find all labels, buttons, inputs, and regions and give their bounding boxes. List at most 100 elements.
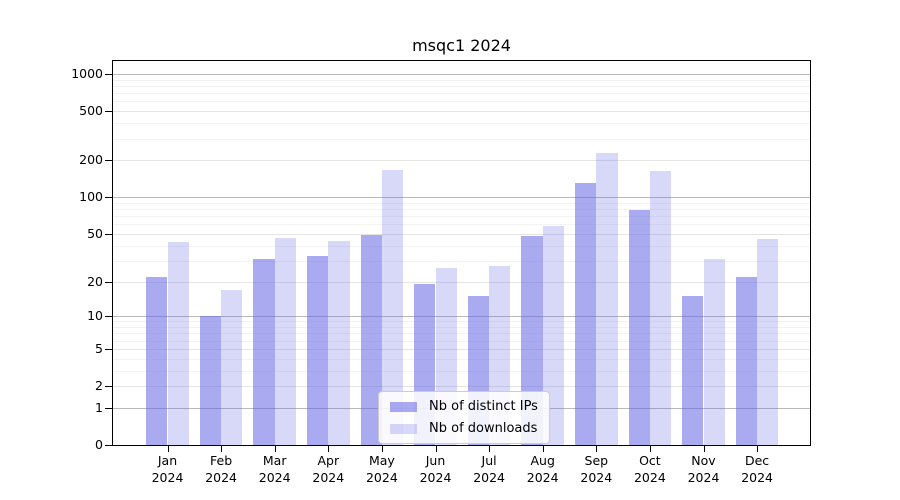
x-tick-month: Sep bbox=[584, 453, 609, 468]
x-tick-year: 2024 bbox=[741, 470, 773, 485]
gridline bbox=[113, 370, 810, 372]
x-tick-month: Dec bbox=[744, 453, 770, 468]
gridline bbox=[113, 93, 810, 95]
x-tick-month: Nov bbox=[691, 453, 716, 468]
x-tick-label: Sep 2024 bbox=[564, 452, 628, 486]
y-tick-mark bbox=[105, 348, 112, 350]
bar-downloads-nov bbox=[703, 258, 725, 445]
gridline bbox=[113, 386, 810, 387]
y-tick-label: 50 bbox=[87, 225, 103, 241]
y-tick-label: 500 bbox=[79, 103, 103, 119]
bar-downloads-apr bbox=[328, 240, 350, 445]
gridline bbox=[113, 321, 810, 323]
x-tick-label: Jul 2024 bbox=[457, 452, 521, 486]
x-tick-mark bbox=[757, 446, 759, 452]
x-tick-year: 2024 bbox=[365, 470, 398, 485]
y-tick-label: 2 bbox=[95, 378, 103, 393]
x-tick-mark bbox=[221, 446, 223, 452]
y-tick-mark bbox=[105, 74, 112, 75]
gridline bbox=[113, 216, 810, 218]
y-tick-label: 10 bbox=[87, 308, 103, 324]
gridline bbox=[113, 111, 810, 113]
x-tick-month: Mar bbox=[262, 453, 287, 468]
gridline bbox=[113, 123, 810, 125]
x-tick-mark bbox=[274, 446, 276, 452]
x-tick-year: 2024 bbox=[526, 470, 559, 485]
bar-downloads-feb bbox=[221, 289, 243, 445]
gridline bbox=[113, 281, 810, 283]
bar-distinct-ips-may bbox=[360, 234, 382, 445]
gridline bbox=[113, 333, 810, 335]
x-tick-month: Jan bbox=[157, 453, 178, 468]
gridline bbox=[113, 101, 810, 103]
legend-entry-distinct-ips: Nb of distinct IPs bbox=[390, 399, 538, 414]
x-tick-label: Nov 2024 bbox=[672, 452, 736, 486]
x-tick-mark bbox=[381, 446, 383, 452]
y-tick-label: 1 bbox=[95, 399, 103, 415]
bar-distinct-ips-sep bbox=[574, 182, 597, 445]
y-tick-mark bbox=[105, 197, 112, 199]
chart-title: msqc1 2024 bbox=[412, 36, 511, 55]
gridline bbox=[113, 79, 810, 81]
x-tick-month: Aug bbox=[530, 453, 555, 468]
x-tick-label: Mar 2024 bbox=[243, 452, 307, 486]
gridline bbox=[113, 348, 810, 350]
bar-distinct-ips-oct bbox=[628, 210, 650, 445]
x-tick-month: Apr bbox=[317, 453, 340, 468]
gridline bbox=[113, 197, 810, 199]
x-tick-label: Jun 2024 bbox=[404, 452, 468, 486]
y-tick-mark bbox=[105, 445, 112, 446]
x-tick-label: Jan 2024 bbox=[136, 452, 200, 486]
gridline bbox=[113, 233, 810, 235]
y-tick-mark bbox=[105, 281, 112, 283]
x-tick-month: Jul bbox=[481, 453, 497, 468]
x-tick-label: Apr 2024 bbox=[296, 452, 360, 486]
x-tick-mark bbox=[649, 446, 651, 452]
x-tick-year: 2024 bbox=[419, 470, 452, 485]
x-tick-year: 2024 bbox=[205, 470, 237, 485]
y-tick-mark bbox=[105, 111, 112, 113]
x-tick-mark bbox=[542, 446, 544, 452]
gridline bbox=[113, 327, 810, 328]
gridline bbox=[113, 138, 810, 140]
x-tick-label: Aug 2024 bbox=[511, 452, 575, 486]
gridline bbox=[113, 260, 810, 262]
bar-downloads-sep bbox=[596, 152, 618, 445]
y-tick-label: 20 bbox=[87, 273, 103, 289]
y-tick-mark bbox=[105, 407, 112, 409]
x-tick-label: Dec 2024 bbox=[725, 452, 789, 486]
gridline bbox=[113, 358, 810, 360]
y-tick-label: 1000 bbox=[71, 66, 103, 81]
bar-downloads-jan bbox=[167, 241, 189, 445]
y-tick-label: 5 bbox=[95, 340, 103, 356]
gridline bbox=[113, 209, 810, 211]
x-tick-label: Feb 2024 bbox=[189, 452, 253, 486]
bar-distinct-ips-feb bbox=[199, 316, 222, 445]
gridline bbox=[113, 316, 810, 318]
y-tick-label: 200 bbox=[79, 152, 103, 168]
gridline bbox=[113, 224, 810, 226]
x-tick-mark bbox=[328, 446, 330, 452]
bar-downloads-dec bbox=[757, 239, 779, 445]
y-tick-label: 0 bbox=[95, 437, 103, 452]
x-tick-month: May bbox=[368, 453, 395, 468]
y-tick-mark bbox=[105, 386, 112, 387]
y-tick-mark bbox=[105, 160, 112, 162]
legend-swatch-downloads-icon bbox=[390, 423, 417, 434]
bar-downloads-aug bbox=[542, 226, 565, 445]
bar-distinct-ips-apr bbox=[306, 255, 329, 445]
x-tick-month: Jun bbox=[425, 453, 446, 468]
x-tick-mark bbox=[167, 446, 169, 452]
legend: Nb of distinct IPs Nb of downloads bbox=[378, 391, 550, 444]
gridline bbox=[113, 85, 810, 87]
x-tick-year: 2024 bbox=[633, 470, 666, 485]
gridline bbox=[113, 245, 810, 247]
x-tick-year: 2024 bbox=[473, 470, 505, 485]
x-tick-label: May 2024 bbox=[350, 452, 414, 486]
x-tick-mark bbox=[596, 446, 598, 452]
bar-downloads-may bbox=[381, 170, 404, 445]
y-tick-mark bbox=[105, 233, 112, 235]
bar-distinct-ips-jan bbox=[146, 276, 168, 445]
x-tick-month: Oct bbox=[639, 453, 661, 468]
